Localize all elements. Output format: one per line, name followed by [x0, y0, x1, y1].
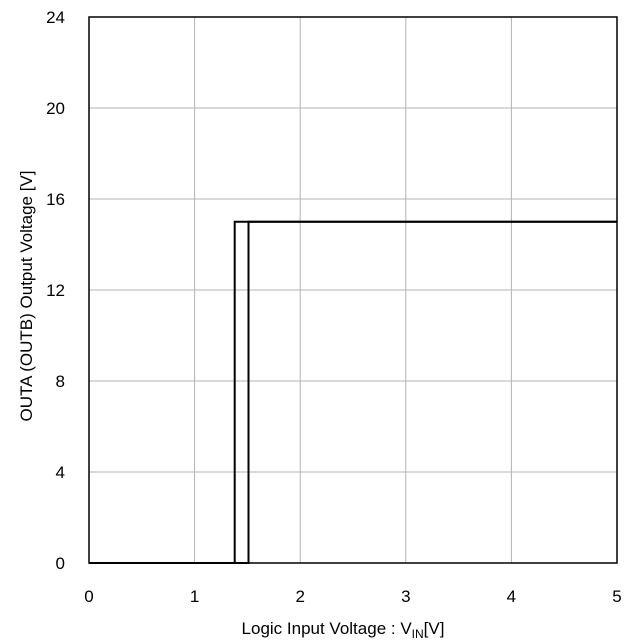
series-line-2 — [89, 220, 617, 564]
x-tick-labels: 0 1 2 3 4 5 — [84, 587, 621, 606]
x-axis-label-subscript: IN — [412, 627, 424, 641]
x-tick-label: 0 — [84, 587, 93, 606]
x-tick-label: 2 — [295, 587, 304, 606]
x-axis-label: Logic Input Voltage : VIN[V] — [242, 619, 445, 641]
x-tick-label: 3 — [401, 587, 410, 606]
y-tick-label: 4 — [56, 463, 65, 482]
x-axis-label-unit: [V] — [424, 619, 445, 638]
plot-frame — [88, 16, 618, 564]
y-axis-label: OUTA (OUTB) Output Voltage [V] — [17, 171, 36, 422]
x-tick-label: 4 — [507, 587, 516, 606]
y-tick-label: 20 — [46, 99, 65, 118]
grid — [89, 17, 617, 563]
x-tick-label: 5 — [612, 587, 621, 606]
y-tick-label: 12 — [46, 281, 65, 300]
y-tick-label: 8 — [56, 372, 65, 391]
y-tick-label: 16 — [46, 190, 65, 209]
y-tick-label: 24 — [46, 8, 65, 27]
series-group — [89, 220, 617, 564]
y-tick-label: 0 — [56, 554, 65, 573]
x-axis-label-main: Logic Input Voltage : V — [242, 619, 413, 638]
x-tick-label: 1 — [190, 587, 199, 606]
y-tick-labels: 0 4 8 12 16 20 24 — [46, 8, 65, 573]
series-line-1 — [89, 220, 617, 564]
